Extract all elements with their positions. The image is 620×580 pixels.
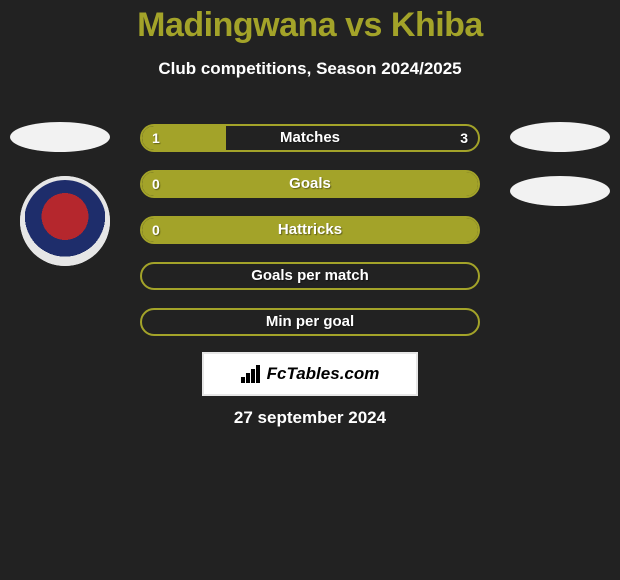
team-crest-left — [20, 176, 110, 266]
bar-chart-icon — [241, 365, 263, 383]
stat-row: Matches1 3 — [140, 124, 480, 152]
team-badge-right-placeholder-1 — [510, 122, 610, 152]
stat-row-value-left: 0 — [152, 218, 160, 242]
stat-row: Hattricks0 — [140, 216, 480, 244]
stat-row-label: Goals — [142, 172, 478, 196]
stat-row-label: Goals per match — [142, 264, 478, 288]
subtitle: Club competitions, Season 2024/2025 — [0, 59, 620, 79]
date-label: 27 september 2024 — [0, 408, 620, 428]
logo-text: FcTables.com — [267, 364, 380, 384]
stat-row-label: Min per goal — [142, 310, 478, 334]
stat-row-label: Matches — [142, 126, 478, 150]
stat-row-value-right: 3 — [460, 126, 468, 150]
comparison-rows: Matches13Goals0Hattricks0Goals per match… — [140, 124, 480, 354]
stat-row: Goals0 — [140, 170, 480, 198]
page-title: Madingwana vs Khiba — [0, 0, 620, 45]
stat-row-value-left: 0 — [152, 172, 160, 196]
stat-row-label: Hattricks — [142, 218, 478, 242]
stat-row: Min per goal — [140, 308, 480, 336]
fctables-logo: FcTables.com — [202, 352, 418, 396]
team-badge-left-placeholder — [10, 122, 110, 152]
stat-row: Goals per match — [140, 262, 480, 290]
team-badge-right-placeholder-2 — [510, 176, 610, 206]
stat-row-value-left: 1 — [152, 126, 160, 150]
